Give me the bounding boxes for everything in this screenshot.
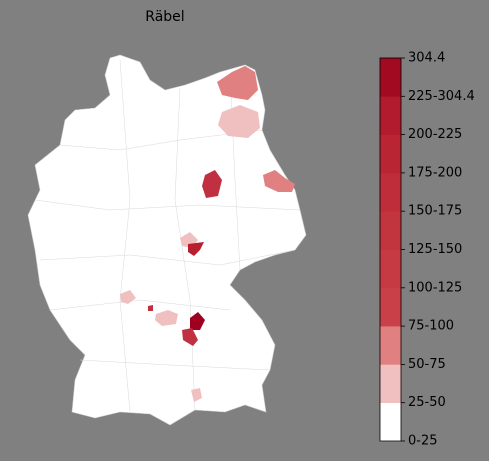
region	[182, 328, 198, 346]
colorbar-tick-label: 304.4	[408, 51, 445, 66]
region	[263, 170, 295, 192]
region	[191, 388, 202, 402]
colorbar-segment	[380, 172, 401, 212]
region	[217, 66, 258, 100]
colorbar-tick-label: 125-150	[408, 242, 462, 257]
colorbar-segment	[380, 96, 401, 135]
colorbar-segment	[380, 402, 401, 442]
colorbar-tick-label: 25-50	[408, 395, 446, 410]
colorbar-segment	[380, 58, 401, 97]
germany-map	[27, 54, 307, 426]
region	[148, 305, 153, 311]
region	[120, 290, 136, 304]
map-title: Räbel	[145, 9, 184, 25]
district-lines	[34, 59, 301, 413]
region	[218, 105, 260, 138]
colorbar-segment	[380, 249, 401, 289]
colorbar-tick-label: 0-25	[408, 434, 438, 449]
colorbar-segment	[380, 134, 401, 174]
colorbar-tick-label: 175-200	[408, 165, 462, 180]
colorbar-tick-label: 100-125	[408, 280, 462, 295]
region	[188, 242, 204, 256]
colorbar-tick-label: 50-75	[408, 357, 446, 372]
colorbar-segment	[380, 211, 401, 250]
region	[190, 312, 205, 330]
region	[202, 170, 222, 198]
colorbar-segment	[380, 287, 401, 327]
colorbar-segment	[380, 364, 401, 403]
colorbar-segment	[380, 326, 401, 365]
colorbar-tick-label: 150-175	[408, 204, 462, 219]
colorbar: 0-25 25-50 50-75 75-100 100-125 125-150 150-17…	[379, 51, 475, 449]
colorbar-tick-label: 200-225	[408, 127, 462, 142]
colorbar-tick-label: 75-100	[408, 319, 454, 334]
region	[155, 310, 178, 326]
colorbar-tick-label: 225-304.4	[408, 89, 475, 104]
